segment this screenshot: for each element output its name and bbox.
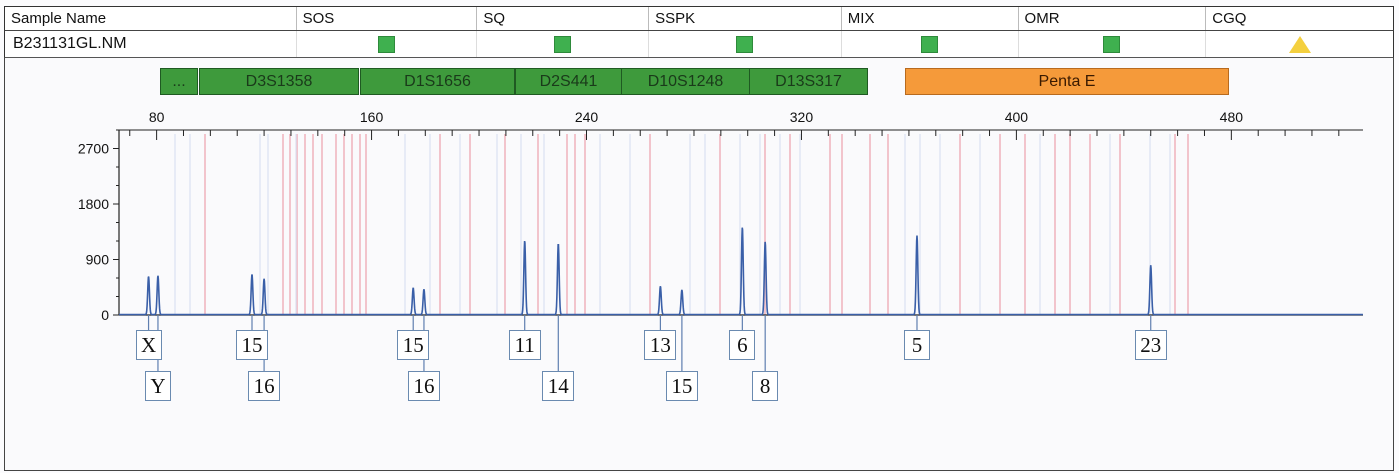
marker-bin-d1s1656[interactable]: D1S1656 — [360, 68, 515, 95]
marker-bin-d2s441[interactable]: D2S441 — [515, 68, 622, 95]
x-tick-label: 320 — [790, 109, 814, 125]
x-tick-label: 240 — [575, 109, 599, 125]
x-tick-label: 480 — [1220, 109, 1244, 125]
x-axis-ticks: 80 160 240 320 400 480 — [129, 109, 1340, 140]
allele-call-box[interactable]: 5 — [903, 330, 930, 360]
x-tick-label: 160 — [360, 109, 384, 125]
x-tick-label: 80 — [149, 109, 165, 125]
allele-call-box[interactable]: 15 — [235, 330, 268, 360]
y-tick-label: 900 — [86, 252, 110, 268]
signal-trace-line — [119, 227, 1363, 316]
allele-leader-lines — [147, 315, 1152, 371]
col-header-cgq[interactable]: CGQ — [1212, 10, 1247, 27]
col-header-mix[interactable]: MIX — [842, 7, 1019, 30]
cgq-flag-cell[interactable] — [1206, 31, 1393, 57]
green-square-icon — [1103, 35, 1121, 53]
allele-call-box[interactable]: X — [135, 330, 162, 360]
allele-call-box[interactable]: 16 — [248, 371, 281, 401]
sos-flag-cell[interactable] — [297, 31, 478, 57]
y-tick-label: 2700 — [78, 141, 109, 157]
signal-trace — [119, 227, 1363, 316]
sample-name-cell[interactable]: B231131GL.NM — [5, 31, 297, 57]
allele-call-box[interactable]: 14 — [542, 371, 575, 401]
column-header-row: Sample Name SOS SQ SSPK MIX OMR CGQ — [4, 6, 1394, 31]
green-square-icon — [377, 35, 395, 53]
allele-call-box[interactable]: 16 — [407, 371, 440, 401]
sspk-flag-cell[interactable] — [649, 31, 842, 57]
allele-call-box[interactable]: 11 — [508, 330, 541, 360]
y-axis-ticks: 2700 1800 900 0 — [78, 129, 119, 323]
marker-bin-d3s1358[interactable]: D3S1358 — [199, 68, 359, 95]
col-header-sos[interactable]: SOS — [297, 7, 478, 30]
omr-flag-cell[interactable] — [1019, 31, 1207, 57]
green-square-icon — [736, 35, 754, 53]
green-square-icon — [921, 35, 939, 53]
allele-call-box[interactable]: 15 — [665, 371, 698, 401]
marker-bin-0[interactable]: ... — [160, 68, 198, 95]
allele-call-box[interactable]: 8 — [752, 371, 779, 401]
allele-call-box[interactable]: 23 — [1134, 330, 1167, 360]
y-tick-label: 1800 — [78, 196, 109, 212]
col-header-sample-name[interactable]: Sample Name — [5, 7, 297, 30]
sample-row[interactable]: B231131GL.NM — [4, 31, 1394, 58]
bin-gridlines — [174, 134, 1189, 315]
yellow-triangle-icon — [1288, 35, 1311, 53]
col-header-sspk[interactable]: SSPK — [649, 7, 842, 30]
allele-call-box[interactable]: 6 — [729, 330, 756, 360]
electropherogram-panel — [4, 58, 1394, 471]
marker-bin-d13s317[interactable]: D13S317 — [749, 68, 868, 95]
allele-call-box[interactable]: Y — [144, 371, 171, 401]
sq-flag-cell[interactable] — [477, 31, 650, 57]
y-tick-label: 0 — [101, 307, 109, 323]
col-header-omr[interactable]: OMR — [1019, 7, 1207, 30]
mix-flag-cell[interactable] — [842, 31, 1019, 57]
col-header-sq[interactable]: SQ — [477, 7, 650, 30]
x-tick-label: 400 — [1005, 109, 1029, 125]
allele-call-box[interactable]: 13 — [644, 330, 677, 360]
marker-bin-penta-e[interactable]: Penta E — [905, 68, 1229, 95]
green-square-icon — [554, 35, 572, 53]
marker-bin-d10s1248[interactable]: D10S1248 — [621, 68, 750, 95]
allele-call-box[interactable]: 15 — [397, 330, 430, 360]
